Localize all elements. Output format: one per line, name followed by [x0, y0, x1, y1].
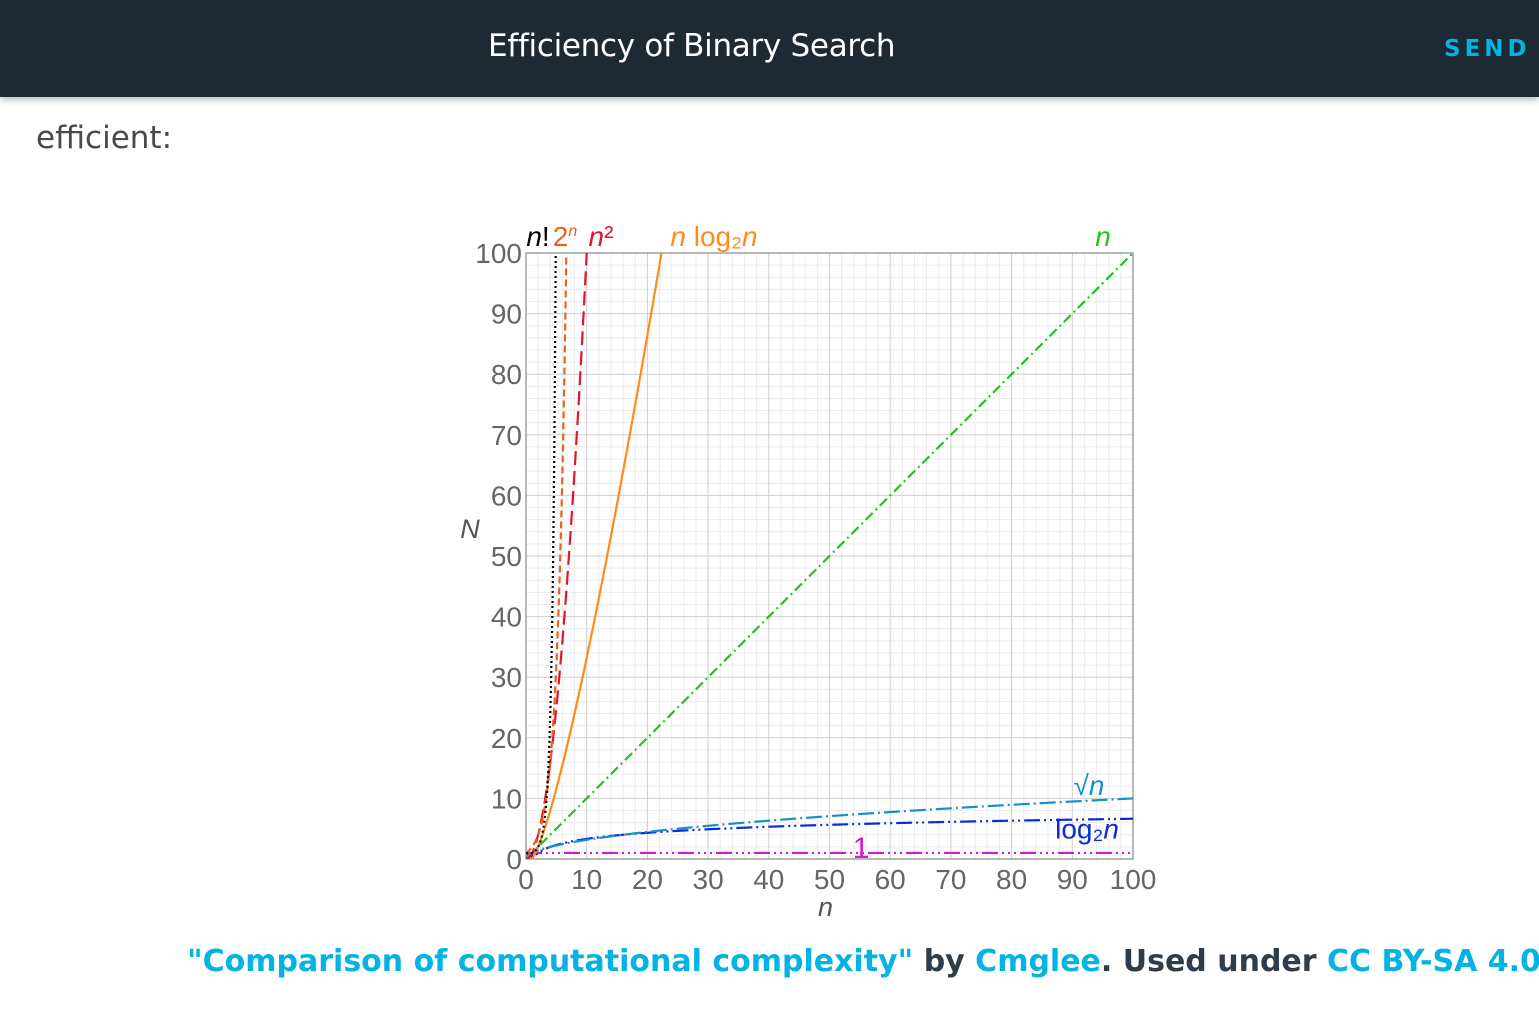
series-line — [526, 253, 557, 855]
image-caption: "Comparison of computational complexity"… — [187, 944, 1539, 979]
work-title-link[interactable]: "Comparison of computational complexity" — [187, 944, 914, 979]
x-tick-label: 90 — [1057, 864, 1088, 895]
y-tick-label: 90 — [491, 299, 522, 330]
send-feedback-button[interactable]: SEND F — [1444, 36, 1539, 62]
x-tick-label: 100 — [1110, 864, 1157, 895]
page-title: Efficiency of Binary Search — [488, 28, 896, 64]
x-axis-label: n — [818, 892, 833, 922]
series-label: √n — [1074, 770, 1105, 801]
y-tick-label: 60 — [491, 480, 522, 511]
license-link[interactable]: CC BY-SA 4.0 — [1327, 944, 1539, 979]
series-line — [526, 797, 1133, 859]
series-label: n² — [589, 221, 614, 252]
series-label: log₂n — [1055, 813, 1119, 844]
y-tick-label: 20 — [491, 723, 522, 754]
plot-frame — [525, 252, 1134, 860]
y-tick-label: 30 — [491, 662, 522, 693]
author-link[interactable]: Cmglee — [975, 944, 1101, 979]
series-label: n! — [526, 221, 549, 252]
caption-used-under-text: . Used under — [1100, 944, 1328, 979]
scroll-fade-overlay — [0, 97, 1539, 207]
y-tick-label: 70 — [491, 420, 522, 451]
complexity-chart: 0 10 20 30 40 50 60 70 80 90 100 0 10 20 30 40 50 60 70 80 9… — [460, 221, 1157, 922]
series-line — [526, 253, 1133, 859]
series-line — [526, 253, 663, 859]
x-tick-label: 10 — [571, 864, 602, 895]
y-tick-label: 40 — [491, 602, 522, 633]
series-label: n — [1095, 221, 1111, 252]
x-tick-label: 60 — [875, 864, 906, 895]
x-tick-label: 80 — [996, 864, 1027, 895]
x-tick-label: 50 — [814, 864, 845, 895]
y-axis-label: N — [460, 514, 480, 544]
y-tick-label: 80 — [491, 359, 522, 390]
y-tick-label: 100 — [475, 238, 522, 269]
x-tick-label: 30 — [693, 864, 724, 895]
x-tick-label: 40 — [753, 864, 784, 895]
paragraph-text: efficient: — [36, 120, 173, 156]
x-tick-label: 20 — [632, 864, 663, 895]
series-line — [526, 817, 1133, 859]
y-tick-label: 50 — [491, 541, 522, 572]
series-label: n log₂n — [670, 221, 757, 252]
caption-by-text: by — [913, 944, 976, 979]
series-label: 2n — [553, 221, 578, 252]
series-label: 1 — [853, 832, 870, 865]
y-tick-label: 0 — [506, 844, 522, 875]
x-tick-label: 70 — [935, 864, 966, 895]
header-bar: Efficiency of Binary Search SEND F — [0, 0, 1539, 97]
x-tick-label: 0 — [518, 864, 534, 895]
y-tick-label: 10 — [491, 783, 522, 814]
